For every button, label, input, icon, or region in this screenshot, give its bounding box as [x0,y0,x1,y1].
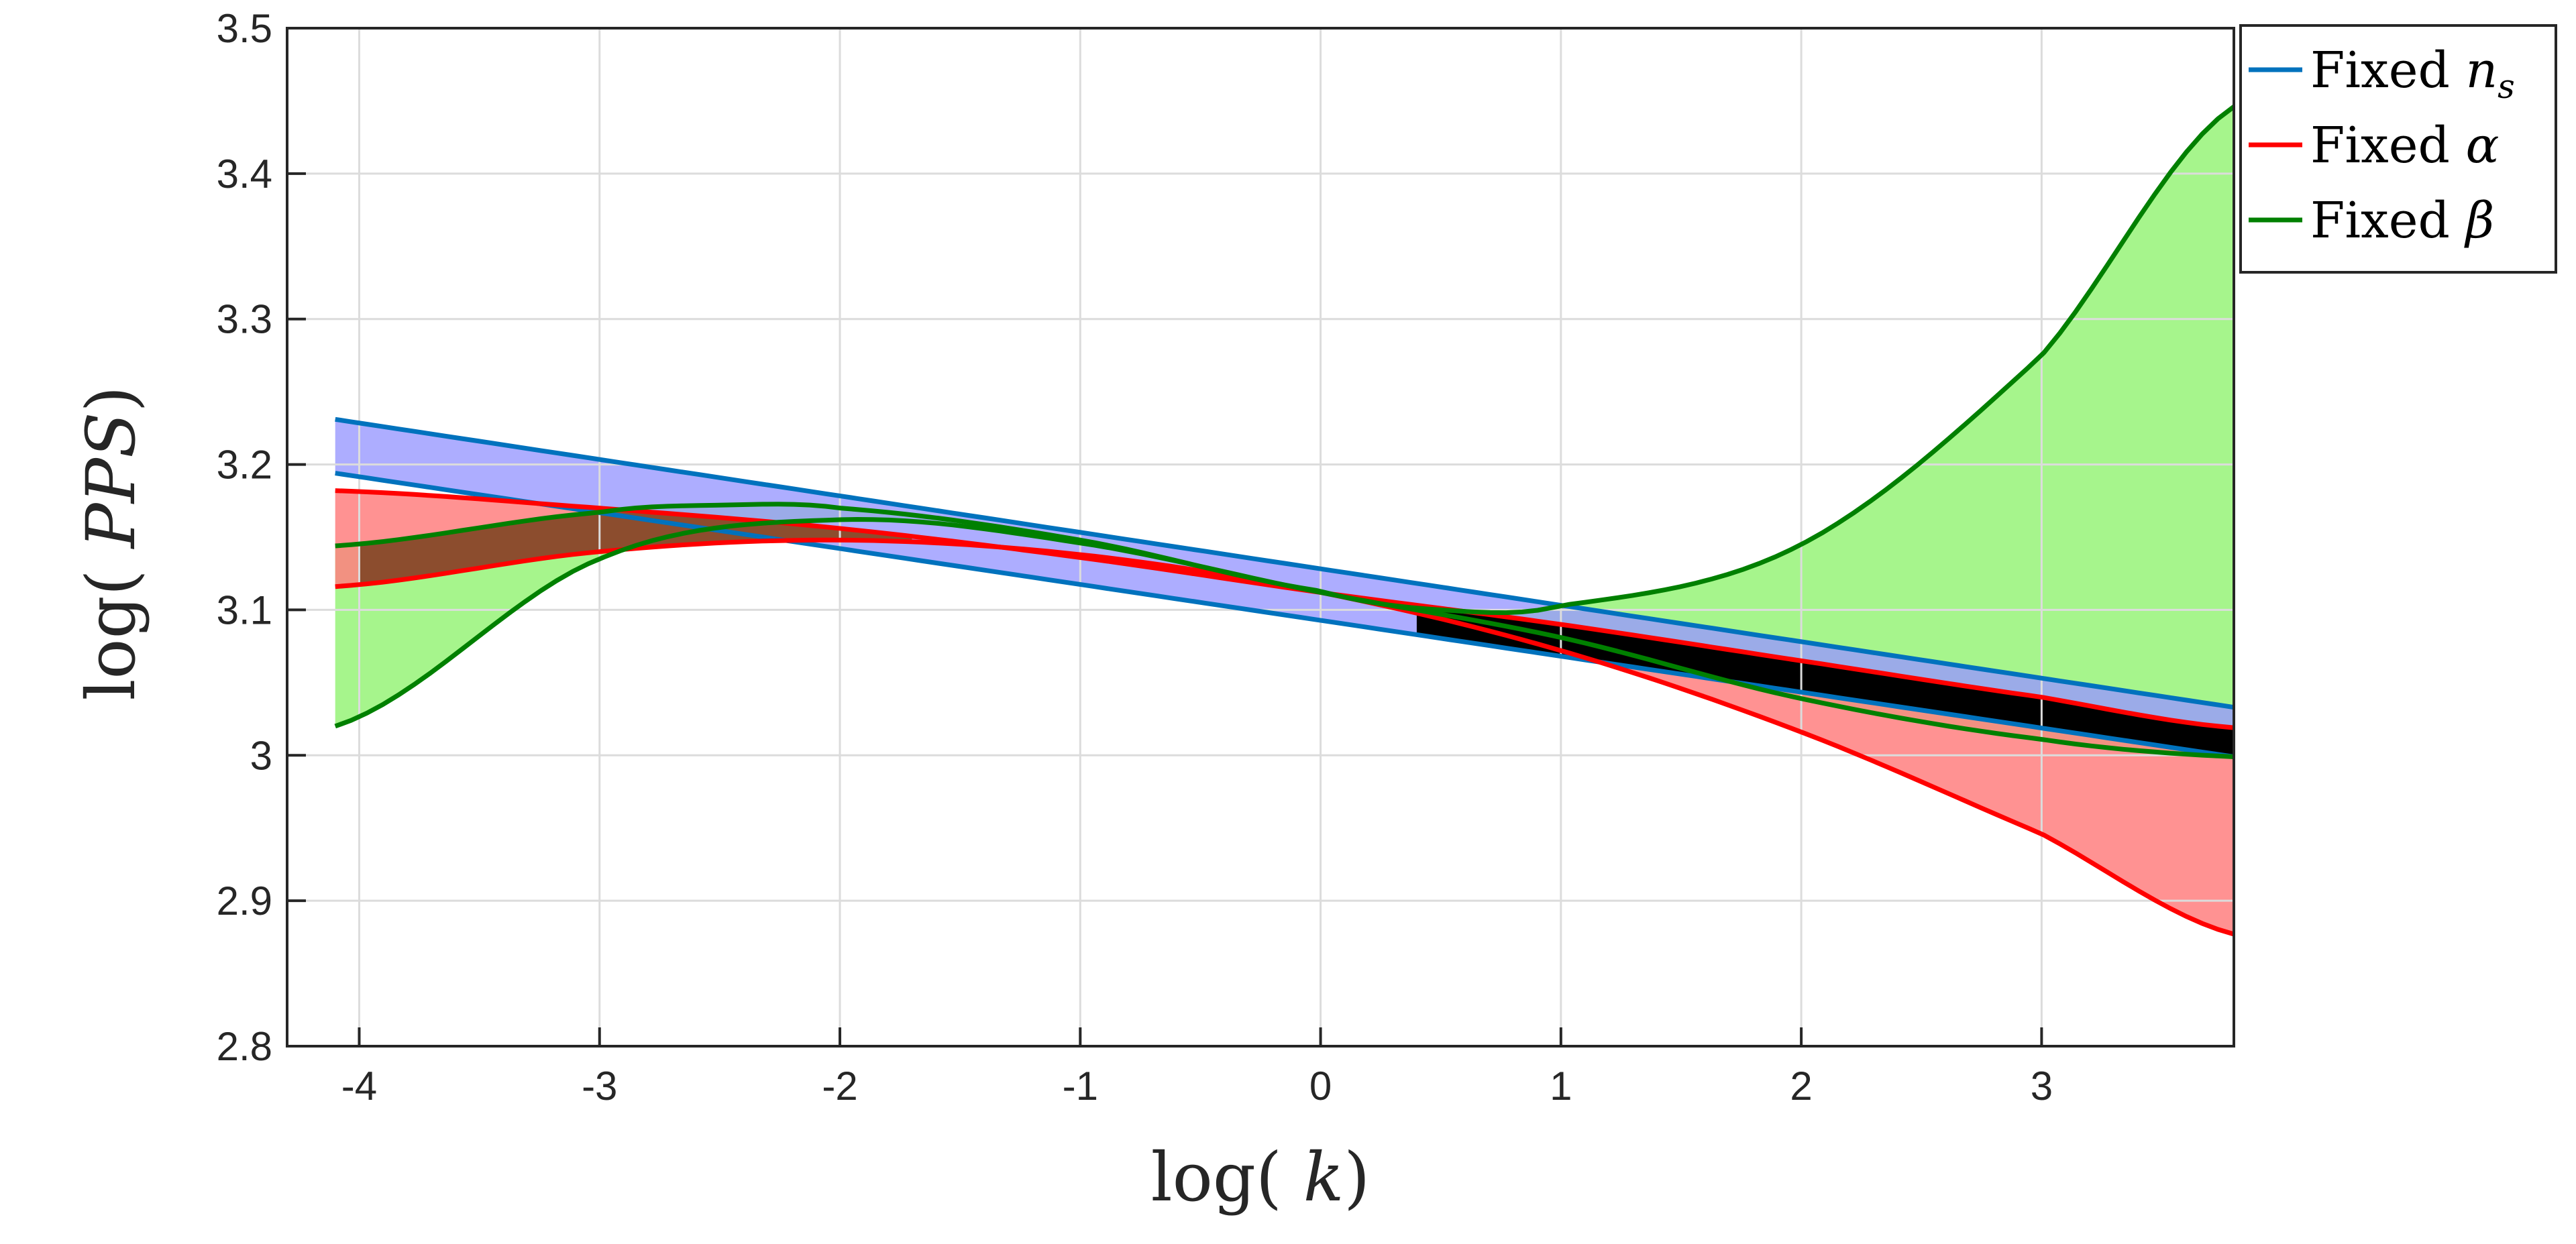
y-tick-label: 2.9 [217,879,272,923]
x-axis-label: log( k) [1151,1138,1371,1217]
x-tick-label: 0 [1309,1064,1332,1109]
curve-ns-lower [335,471,2235,759]
y-tick-label: 3.5 [217,6,272,51]
y-tick-label: 3 [250,733,272,778]
legend-label-subscript: s [2498,67,2515,106]
band-fills [335,107,2235,934]
x-tick-labels: -4 -3 -2 -1 0 1 2 3 [341,1064,2053,1109]
axis-ticks [287,27,2043,1048]
x-tick-label: -1 [1063,1064,1098,1109]
curve-ns-upper [335,416,2235,710]
y-tick-label: 3.4 [217,152,272,196]
y-tick-label: 2.8 [217,1024,272,1069]
axis-label-variable: PPS [72,412,150,549]
legend-label: Fixed ns [2310,42,2515,106]
x-tick-label: -2 [822,1064,857,1109]
x-tick-label: -4 [341,1064,377,1109]
band-overlap-right [1416,605,2234,757]
axis-label-paren: ) [72,386,150,412]
band-beta [335,107,2235,757]
legend-label-prefix: Fixed [2310,117,2465,174]
axes-box [286,27,2235,1048]
y-axis-label: log( PPS) [72,386,150,700]
y-tick-labels: 2.8 2.9 3 3.1 3.2 3.3 3.4 3.5 [217,6,272,1069]
x-tick-label: 2 [1790,1064,1812,1109]
y-tick-label: 3.1 [217,587,272,632]
y-axis-label-text: log( [72,569,150,700]
legend-box [2239,24,2557,274]
series-curves [334,105,2236,937]
legend-label-symbol: α [2465,117,2499,174]
legend-label-symbol: β [2463,192,2494,249]
legend-label-prefix: Fixed [2310,192,2465,249]
axis-label-paren: ) [1344,1138,1370,1217]
x-tick-label: 3 [2031,1064,2053,1109]
legend-label: Fixed β [2310,192,2494,249]
x-tick-label: -3 [582,1064,617,1109]
x-tick-label: 1 [1550,1064,1572,1109]
y-tick-label: 3.3 [217,297,272,342]
legend-label: Fixed α [2310,117,2499,174]
legend-label-symbol: n [2465,42,2498,99]
legend-label-prefix: Fixed [2310,42,2465,99]
x-axis-label-text: log( [1151,1138,1282,1217]
axis-label-variable: k [1303,1138,1344,1217]
curve-beta-lower [334,516,2235,759]
y-tick-label: 3.2 [217,443,272,488]
